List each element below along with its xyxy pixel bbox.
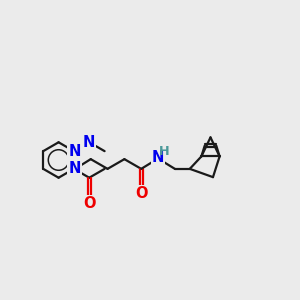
Text: O: O [83, 196, 95, 211]
Text: N: N [152, 151, 164, 166]
Text: H: H [159, 145, 170, 158]
Text: N: N [83, 135, 95, 150]
Text: O: O [135, 186, 148, 201]
Text: N: N [68, 161, 81, 176]
Text: N: N [68, 144, 81, 159]
